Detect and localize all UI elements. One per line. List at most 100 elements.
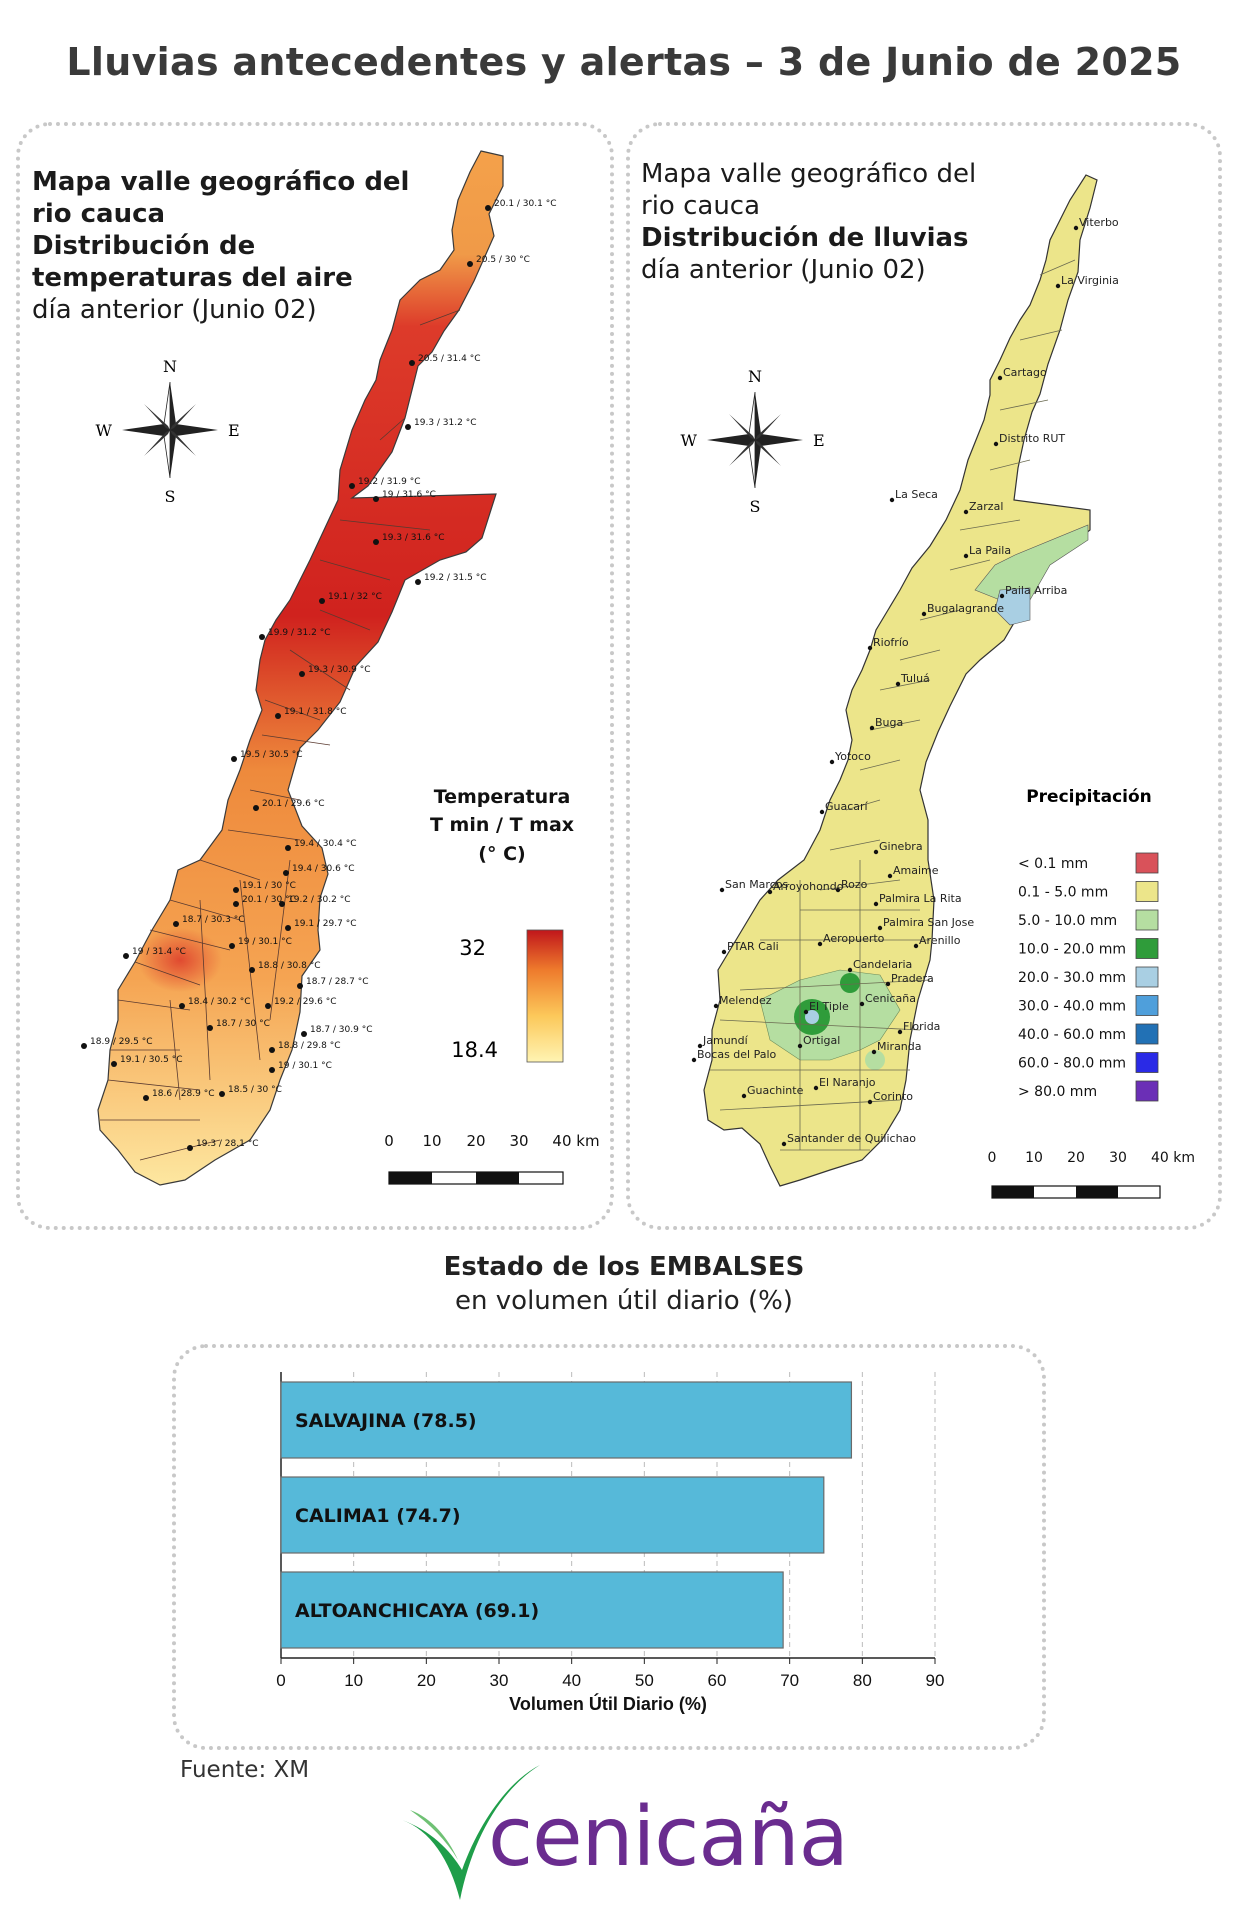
- precip-legend-swatch: [1135, 966, 1159, 988]
- town-dot: [817, 941, 823, 947]
- rain-valley-shape: [703, 174, 1098, 1187]
- station-dot: [373, 539, 379, 545]
- page-title: Lluvias antecedentes y alertas – 3 de Ju…: [66, 40, 1182, 84]
- station-label: 19.3 / 31.6 °C: [382, 533, 444, 543]
- station-label: 19.2 / 31.9 °C: [358, 477, 420, 487]
- rain-town: Tuluá: [895, 672, 930, 687]
- scale-rain-0: 0: [988, 1150, 997, 1166]
- town-label: La Paila: [969, 544, 1011, 557]
- temp-legend-title-2: T min / T max: [430, 814, 574, 836]
- temp-station: 19.1 / 32 °C: [319, 592, 382, 604]
- rain-map-panel: [626, 122, 1222, 1230]
- station-label: 20.1 / 30.1 °C: [494, 199, 556, 209]
- town-label: Distrito RUT: [999, 432, 1065, 445]
- scale-bar-temp: 0 10 20 30 40 km: [384, 1132, 600, 1185]
- town-label: Bugalagrande: [927, 602, 1004, 615]
- rain-town: Ginebra: [873, 840, 923, 855]
- chart-tick-label: 60: [708, 1671, 727, 1690]
- town-dot: [897, 1029, 903, 1035]
- station-dot: [233, 887, 239, 893]
- precip-legend-label: 60.0 - 80.0 mm: [1018, 1056, 1126, 1072]
- town-label: Arenillo: [919, 934, 961, 947]
- town-label: Rozo: [841, 878, 868, 891]
- temp-station: 19 / 31.6 °C: [373, 490, 436, 502]
- precip-legend-swatch: [1135, 938, 1159, 959]
- station-dot: [349, 483, 355, 489]
- rain-town: Bugalagrande: [921, 602, 1004, 617]
- compass-n-label: N: [163, 357, 177, 376]
- rain-town: El Tiple: [803, 1000, 849, 1015]
- town-dot: [921, 611, 927, 617]
- rain-patch-candelaria: [840, 973, 860, 993]
- station-dot: [285, 845, 291, 851]
- precip-legend-item: 20.0 - 30.0 mm: [1018, 966, 1159, 988]
- station-dot: [233, 901, 239, 907]
- town-dot: [997, 375, 1003, 381]
- station-dot: [405, 424, 411, 430]
- town-dot: [889, 497, 895, 503]
- chart-bar-label: CALIMA1 (74.7): [295, 1505, 461, 1527]
- precip-legend-label: 5.0 - 10.0 mm: [1018, 913, 1117, 929]
- town-dot: [993, 441, 999, 447]
- temp-station: 19.2 / 31.9 °C: [349, 477, 420, 489]
- town-dot: [871, 1049, 877, 1055]
- town-dot: [867, 645, 873, 651]
- temp-station: 18.9 / 29.5 °C: [81, 1037, 152, 1049]
- temp-station: 19.1 / 29.7 °C: [285, 919, 356, 931]
- town-label: Florida: [903, 1020, 940, 1033]
- station-label: 18.5 / 30 °C: [228, 1085, 282, 1095]
- precip-legend-label: 10.0 - 20.0 mm: [1018, 942, 1126, 958]
- temp-legend-title-1: Temperatura: [434, 786, 571, 808]
- town-label: Miranda: [877, 1040, 922, 1053]
- precip-legend-label: < 0.1 mm: [1018, 856, 1088, 872]
- town-dot: [803, 1009, 809, 1015]
- station-label: 18.6 / 28.9 °C: [152, 1089, 214, 1099]
- town-dot: [719, 887, 725, 893]
- rain-title-line-2: rio cauca: [641, 191, 761, 221]
- town-dot: [887, 873, 893, 879]
- station-dot: [283, 870, 289, 876]
- town-dot: [877, 925, 883, 931]
- station-label: 19 / 31.4 °C: [132, 947, 186, 957]
- chart-tick-label: 90: [926, 1671, 945, 1690]
- station-label: 18.8 / 29.8 °C: [278, 1041, 340, 1051]
- compass-rain-e-label: E: [813, 431, 825, 450]
- station-label: 19.2 / 30.2 °C: [288, 895, 350, 905]
- station-label: 18.7 / 30.3 °C: [182, 915, 244, 925]
- town-dot: [1055, 283, 1061, 289]
- station-label: 19.4 / 30.6 °C: [292, 864, 354, 874]
- reservoir-title: Estado de los EMBALSES en volumen útil d…: [0, 1250, 1248, 1318]
- station-label: 20.1 / 29.6 °C: [262, 799, 324, 809]
- temp-station: 19.2 / 30.2 °C: [279, 895, 350, 907]
- rain-town: Candelaria: [847, 958, 912, 973]
- rain-town: Melendez: [713, 994, 772, 1009]
- town-dot: [713, 1003, 719, 1009]
- precip-legend-item: 5.0 - 10.0 mm: [1018, 909, 1159, 931]
- station-dot: [229, 943, 235, 949]
- town-dot: [835, 887, 841, 893]
- precip-legend-swatch: [1135, 909, 1159, 931]
- town-label: Pradera: [891, 972, 934, 985]
- station-label: 19.3 / 28.1 °C: [196, 1139, 258, 1149]
- station-label: 18.4 / 30.2 °C: [188, 997, 250, 1007]
- temp-hotspot: [138, 928, 222, 992]
- town-dot: [895, 681, 901, 687]
- rain-town: Zarzal: [963, 500, 1003, 515]
- temp-title-line-2: rio cauca: [32, 199, 166, 229]
- town-label: Riofrío: [873, 636, 909, 649]
- town-label: Jamundí: [702, 1034, 749, 1047]
- station-dot: [373, 496, 379, 502]
- town-label: Melendez: [719, 994, 772, 1007]
- temp-station: 18.7 / 30 °C: [207, 1019, 270, 1031]
- rain-town: Pradera: [885, 972, 934, 987]
- town-label: La Seca: [895, 488, 938, 501]
- temperature-valley-shape: [97, 150, 504, 1186]
- precip-legend-item: > 80.0 mm: [1018, 1080, 1159, 1102]
- precip-legend-item: 40.0 - 60.0 mm: [1018, 1023, 1159, 1045]
- station-dot: [81, 1043, 87, 1049]
- town-label: Amaime: [893, 864, 939, 877]
- town-label: Aeropuerto: [823, 932, 885, 945]
- chart-bar: [280, 1571, 784, 1649]
- station-dot: [173, 921, 179, 927]
- rain-town: Arroyohondo: [767, 880, 844, 895]
